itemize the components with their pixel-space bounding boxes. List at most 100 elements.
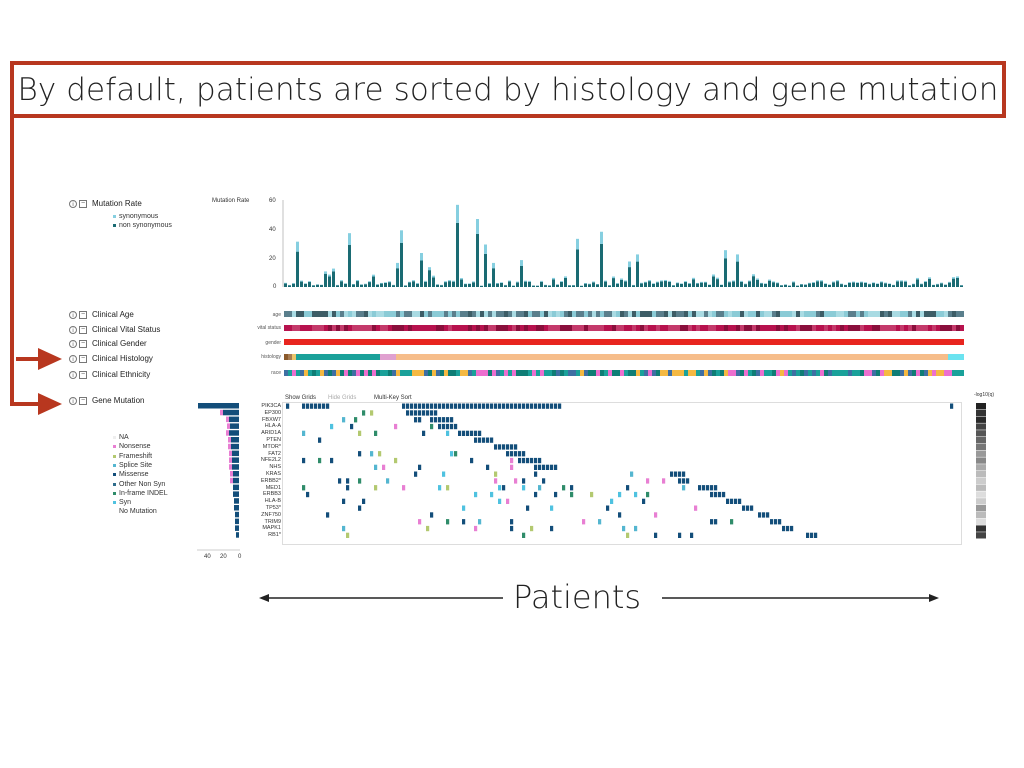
track-mutation-rate[interactable]: i − Mutation Rate [69,199,142,208]
gene-label[interactable]: ARID1A [261,430,281,437]
race-cell [844,370,849,376]
race-cell [664,370,669,376]
track-clinical-histology[interactable]: i − Clinical Histology [69,354,153,363]
mutation-cell [450,417,454,423]
mutation-cell [446,430,450,436]
info-icon[interactable]: i [69,310,77,319]
race-cell [628,370,633,376]
info-icon[interactable]: i [69,325,77,334]
vital-status-cell [960,325,964,331]
track-clinical-ethnicity[interactable]: i − Clinical Ethnicity [69,370,150,379]
nonsyn-bar [392,285,395,287]
gene-label[interactable]: HLA-A [264,423,281,430]
gene-label[interactable]: PIK3CA [261,403,281,409]
gene-label[interactable]: ZNF750 [261,511,281,518]
gene-label[interactable]: NHS [269,464,281,471]
nonsyn-bar [340,281,343,287]
nonsyn-bar [356,281,359,287]
gene-label[interactable]: EP300 [264,409,281,416]
mutation-cell [470,403,474,409]
collapse-icon[interactable]: − [79,354,87,363]
syn-bar [764,283,767,284]
collapse-icon[interactable]: − [79,339,87,348]
gene-label[interactable]: FBXW7 [262,416,281,423]
collapse-icon[interactable]: − [79,396,87,405]
hide-grids-button[interactable]: Hide Grids [328,395,357,401]
gender-cell [464,339,469,345]
histology-cell [436,354,441,360]
nonsyn-bar [768,280,771,287]
mutation-cell [322,403,326,409]
gene-label[interactable]: NFE2L2 [260,457,281,464]
race-cell [396,370,401,376]
mutation-cell [534,491,538,498]
vital-status-cell [480,325,485,331]
histology-cell [284,354,289,360]
gene-label[interactable]: FAT2 [268,450,281,457]
vital-status-cell [484,325,489,331]
gender-cell [400,339,405,345]
gene-label[interactable]: KRAS [266,471,281,477]
gene-label[interactable]: TRIM9 [264,518,282,525]
track-clinical-vital-status[interactable]: i − Clinical Vital Status [69,325,160,334]
histology-cell [328,354,333,360]
nonsyn-bar [936,284,939,287]
mutation-cell [466,403,470,409]
gender-cell [624,339,629,345]
gender-cell [760,339,765,345]
age-cell [676,311,681,317]
gene-label[interactable]: PTEN [266,437,281,443]
gene-freq-bar [232,464,239,470]
histology-cell [380,354,385,360]
mutation-cell [626,532,630,538]
mutation-cell [510,457,514,464]
nonsyn-bar [680,283,683,287]
nonsyn-bar [564,277,567,287]
legend-label: Frameshift [119,452,153,460]
track-gene-mutation[interactable]: i − Gene Mutation [69,396,144,405]
nonsyn-bar [448,281,451,287]
multi-key-sort-button[interactable]: Multi-Key Sort [374,395,412,401]
gender-cell [488,339,493,345]
histology-cell [540,354,545,360]
syn-bar [744,283,747,285]
mutation-cell [418,519,422,525]
info-icon[interactable]: i [69,370,77,379]
race-cell [752,370,757,376]
gene-label[interactable]: HLA-B [264,498,281,505]
age-cell [392,311,397,317]
track-clinical-age[interactable]: i − Clinical Age [69,310,134,319]
race-cell [808,370,813,376]
mutation-cell [462,505,466,511]
gene-label[interactable]: ERBB3 [262,491,281,498]
vital-status-cell [668,325,673,331]
gender-cell [508,339,513,345]
age-cell [300,311,305,317]
age-cell [364,311,369,317]
gene-label[interactable]: MAPK1 [262,525,281,532]
collapse-icon[interactable]: − [79,199,87,208]
gene-label[interactable]: RB1* [268,532,281,539]
collapse-icon[interactable]: − [79,310,87,319]
race-cell [768,370,773,376]
nonsyn-bar [352,284,355,287]
collapse-icon[interactable]: − [79,325,87,334]
info-icon[interactable]: i [69,339,77,348]
info-icon[interactable]: i [69,354,77,363]
info-icon[interactable]: i [69,396,77,405]
gene-label[interactable]: MED1 [265,484,281,491]
track-clinical-gender[interactable]: i − Clinical Gender [69,339,147,348]
collapse-icon[interactable]: − [79,370,87,379]
gender-cell [860,339,865,345]
patients-arrow-right-icon [929,594,939,602]
gene-label[interactable]: MTOR* [262,443,281,450]
nonsyn-bar [876,283,879,287]
legend-swatch [113,436,116,439]
info-icon[interactable]: i [69,199,77,208]
gene-label[interactable]: ERBB2* [260,477,281,484]
gene-label[interactable]: TP53* [265,505,281,511]
vital-status-cell [496,325,501,331]
show-grids-button[interactable]: Show Grids [285,395,317,401]
age-cell [404,311,409,317]
histology-cell [960,354,964,360]
